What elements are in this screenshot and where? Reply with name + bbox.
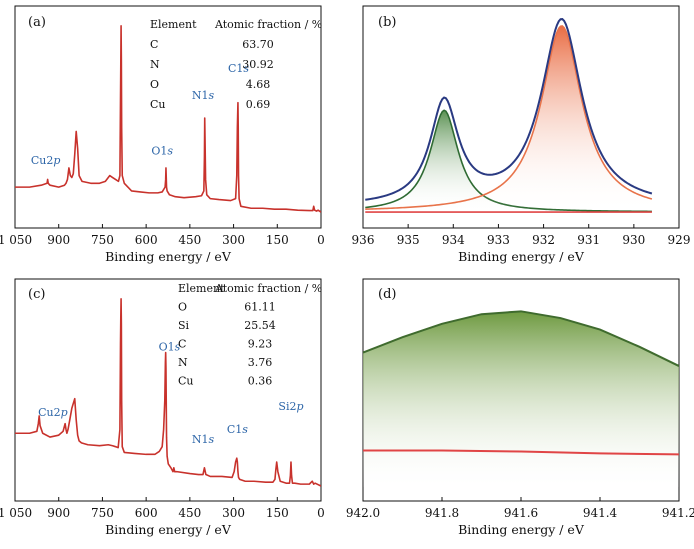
table-cell-fraction: 61.11 bbox=[244, 301, 276, 314]
table-cell-element: Si bbox=[178, 319, 190, 332]
table-header: Element bbox=[150, 18, 197, 31]
peak-label: Cu2p bbox=[38, 406, 68, 419]
background-line bbox=[363, 449, 679, 456]
table-cell-element: O bbox=[178, 301, 187, 314]
envelope-line bbox=[365, 18, 653, 201]
x-tick-label: 600 bbox=[135, 506, 158, 520]
table-cell-fraction: 4.68 bbox=[246, 78, 271, 91]
x-axis-title: Binding energy / eV bbox=[458, 522, 585, 537]
x-tick-label: 941.2 bbox=[662, 506, 694, 520]
x-tick-label: 0 bbox=[317, 233, 325, 247]
x-tick-label: 300 bbox=[222, 233, 245, 247]
peak-label: O1s bbox=[151, 144, 173, 157]
panel-a: (a) 1 050 900 750 600 450 300 150 0 Binding energ… bbox=[0, 5, 325, 264]
x-tick-label: 600 bbox=[135, 233, 158, 247]
peak-fit-line bbox=[365, 25, 653, 210]
x-tick-label: 936 bbox=[352, 233, 375, 247]
x-tick-label: 300 bbox=[222, 506, 245, 520]
peak-label: Cu2p bbox=[31, 154, 61, 167]
table-cell-fraction: 63.70 bbox=[242, 38, 274, 51]
x-tick-label: 935 bbox=[397, 233, 420, 247]
table-cell-element: N bbox=[150, 58, 160, 71]
peak-label: O1s bbox=[159, 341, 181, 354]
table-cell-fraction: 0.69 bbox=[246, 98, 271, 111]
x-tick-label: 934 bbox=[442, 233, 465, 247]
panel-c: (c) 1 050 900 750 600 450 300 150 0 Binding energ… bbox=[0, 278, 325, 537]
atomic-fraction-table: Element Atomic fraction / % C 63.70 N 30.92 O 4… bbox=[150, 18, 322, 111]
table-cell-element: C bbox=[178, 338, 186, 351]
plot-area bbox=[15, 298, 321, 487]
plot-area bbox=[363, 310, 679, 487]
x-tick-label: 930 bbox=[622, 233, 645, 247]
table-header: Element bbox=[178, 282, 225, 295]
table-header: Atomic fraction / % bbox=[214, 18, 322, 31]
x-tick-label: 900 bbox=[47, 506, 70, 520]
x-tick-label: 450 bbox=[178, 233, 201, 247]
x-tick-label: 0 bbox=[317, 506, 325, 520]
x-tick-label: 900 bbox=[47, 233, 70, 247]
x-axis-title: Binding energy / eV bbox=[105, 249, 232, 264]
x-tick-label: 929 bbox=[668, 233, 691, 247]
x-tick-label: 1 050 bbox=[0, 233, 32, 247]
table-cell-fraction: 30.92 bbox=[242, 58, 274, 71]
peak-label: C1s bbox=[227, 423, 248, 436]
peak-label: N1s bbox=[192, 433, 215, 446]
table-cell-element: Cu bbox=[150, 98, 166, 111]
x-tick-label: 750 bbox=[91, 506, 114, 520]
panel-label: (c) bbox=[28, 287, 45, 302]
x-tick-label: 1 050 bbox=[0, 506, 32, 520]
panel-label: (d) bbox=[378, 287, 396, 302]
x-tick-label: 941.8 bbox=[425, 506, 459, 520]
plot-area bbox=[365, 18, 653, 213]
x-tick-label: 931 bbox=[577, 233, 600, 247]
x-tick-label: 941.6 bbox=[504, 506, 538, 520]
peak-label: C1s bbox=[228, 62, 249, 75]
table-cell-element: O bbox=[150, 78, 159, 91]
spectrum-line bbox=[15, 298, 321, 487]
panel-label: (a) bbox=[28, 15, 46, 30]
table-cell-element: Cu bbox=[178, 375, 194, 388]
plot-frame bbox=[362, 5, 680, 229]
plot-frame bbox=[14, 278, 322, 502]
spectrum-line bbox=[15, 25, 321, 213]
panel-label: (b) bbox=[378, 15, 396, 30]
plot-frame bbox=[14, 5, 322, 229]
x-tick-label: 933 bbox=[487, 233, 510, 247]
peak-label: Si2p bbox=[278, 400, 303, 413]
x-axis-title: Binding energy / eV bbox=[458, 249, 585, 264]
peak-fill bbox=[365, 110, 652, 213]
table-cell-element: N bbox=[178, 356, 188, 369]
peak-fill bbox=[365, 25, 652, 213]
table-cell-fraction: 9.23 bbox=[248, 338, 273, 351]
x-axis-title: Binding energy / eV bbox=[105, 522, 232, 537]
x-tick-label: 932 bbox=[532, 233, 555, 247]
satellite-line bbox=[363, 310, 679, 367]
x-tick-label: 942.0 bbox=[346, 506, 380, 520]
table-cell-element: C bbox=[150, 38, 158, 51]
table-header: Atomic fraction / % bbox=[214, 282, 322, 295]
table-cell-fraction: 0.36 bbox=[248, 375, 273, 388]
panel-b: (b) 936 935 934 933 932 931 930 929 Binding energ… bbox=[352, 5, 691, 264]
x-tick-label: 150 bbox=[266, 506, 289, 520]
x-tick-label: 450 bbox=[178, 506, 201, 520]
satellite-fill bbox=[363, 311, 679, 487]
plot-area bbox=[15, 25, 321, 213]
panel-d: (d) 942.0 941.8 941.6 941.4 941.2 Binding ener… bbox=[346, 278, 694, 537]
x-tick-label: 941.4 bbox=[583, 506, 618, 520]
peak-label: N1s bbox=[192, 89, 215, 102]
x-tick-label: 750 bbox=[91, 233, 114, 247]
table-cell-fraction: 25.54 bbox=[244, 319, 276, 332]
table-cell-fraction: 3.76 bbox=[248, 356, 273, 369]
x-tick-label: 150 bbox=[266, 233, 289, 247]
